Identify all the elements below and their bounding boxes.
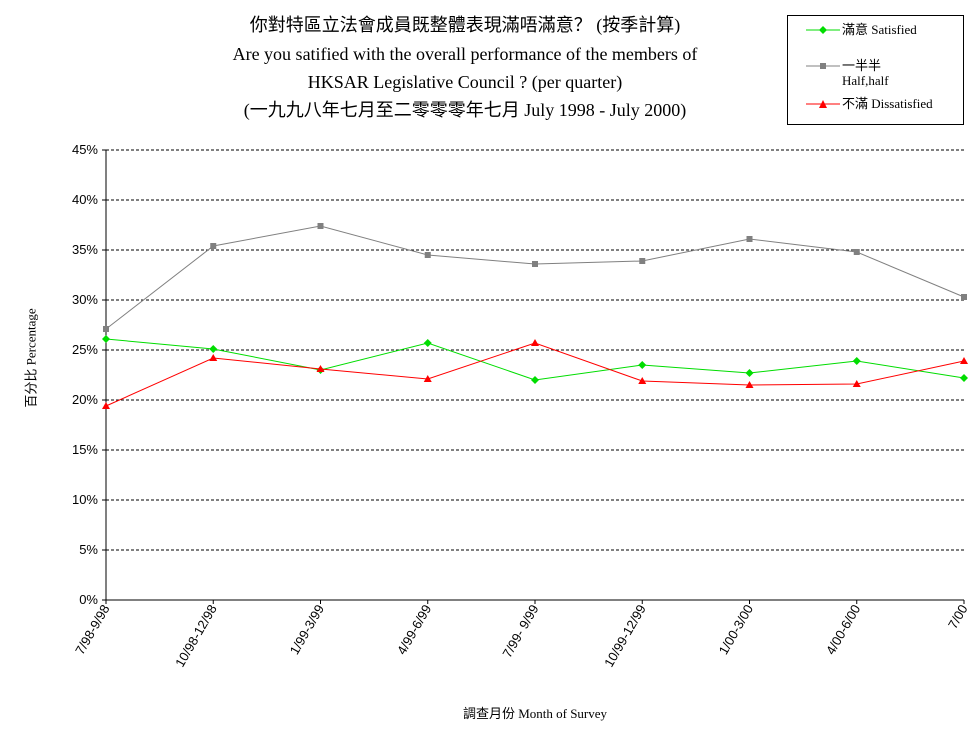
x-tick-label: 10/98-12/98	[172, 602, 220, 670]
chart-title-line-2: Are you satified with the overall perfor…	[232, 44, 698, 64]
data-point	[423, 375, 432, 382]
y-tick-label: 20%	[72, 392, 98, 407]
x-tick-label: 10/99-12/99	[601, 602, 649, 670]
data-point	[316, 365, 325, 372]
x-tick-label: 1/99-3/99	[287, 602, 327, 657]
x-tick-label: 7/98-9/98	[72, 602, 112, 657]
data-point	[102, 402, 110, 409]
y-tick-label: 40%	[72, 192, 98, 207]
x-tick-label: 7/99- 9/99	[499, 602, 541, 660]
data-point	[424, 252, 431, 258]
data-point	[961, 294, 967, 300]
legend-symbol-half	[806, 63, 840, 69]
data-point	[638, 361, 647, 369]
y-tick-label: 10%	[72, 492, 98, 507]
legend-label-satisfied: 滿意 Satisfied	[842, 22, 917, 37]
x-tick-label: 7/00	[945, 602, 971, 631]
chart-title-line-4: (一九九八年七月至二零零零年七月 July 1998 - July 2000)	[243, 100, 687, 120]
data-point	[638, 377, 647, 384]
y-tick-label: 25%	[72, 342, 98, 357]
data-point	[102, 335, 110, 343]
data-point	[531, 376, 539, 384]
y-tick-label: 35%	[72, 242, 98, 257]
chart-title-line-1: 你對特區立法會成員既整體表現滿唔滿意？ (按季計算)	[249, 15, 681, 35]
data-point	[852, 380, 861, 387]
y-axis-label: 百分比 Percentage	[23, 308, 39, 408]
data-point	[852, 357, 861, 365]
chart-title-line-3: HKSAR Legislative Council ? (per quarter…	[307, 72, 623, 92]
data-point	[103, 326, 109, 332]
x-tick-label: 1/00-3/00	[716, 602, 756, 657]
legend-label-dissatisfied: 不滿 Dissatisfied	[842, 96, 933, 111]
data-point	[209, 345, 218, 353]
y-tick-label: 15%	[72, 442, 98, 457]
series-line	[105, 225, 965, 330]
x-tick-label: 4/00-6/00	[823, 602, 863, 657]
series-line	[105, 342, 965, 407]
data-point	[317, 223, 324, 229]
legend-symbol-dissatisfied	[806, 100, 840, 108]
data-point	[746, 236, 753, 242]
legend: 滿意 Satisfied 一半半 Half,half 不滿 Dissatisfi…	[787, 15, 964, 125]
legend-symbol-satisfied	[806, 26, 840, 34]
data-point	[745, 381, 754, 388]
y-tick-label: 30%	[72, 292, 98, 307]
data-point	[745, 369, 754, 377]
data-point	[960, 357, 968, 364]
y-tick-label: 45%	[72, 142, 98, 157]
data-point	[209, 354, 218, 361]
y-tick-label: 0%	[79, 592, 98, 607]
data-point	[423, 339, 432, 347]
data-point	[960, 374, 968, 382]
data-point	[853, 249, 860, 255]
data-point	[531, 339, 539, 346]
data-point	[210, 243, 217, 249]
legend-label-half: 一半半 Half,half	[842, 58, 889, 88]
data-point	[639, 258, 646, 264]
y-tick-label: 5%	[79, 542, 98, 557]
data-point	[532, 261, 538, 267]
x-axis-label: 調查月份 Month of Survey	[462, 706, 608, 721]
x-tick-label: 4/99-6/99	[394, 602, 434, 657]
